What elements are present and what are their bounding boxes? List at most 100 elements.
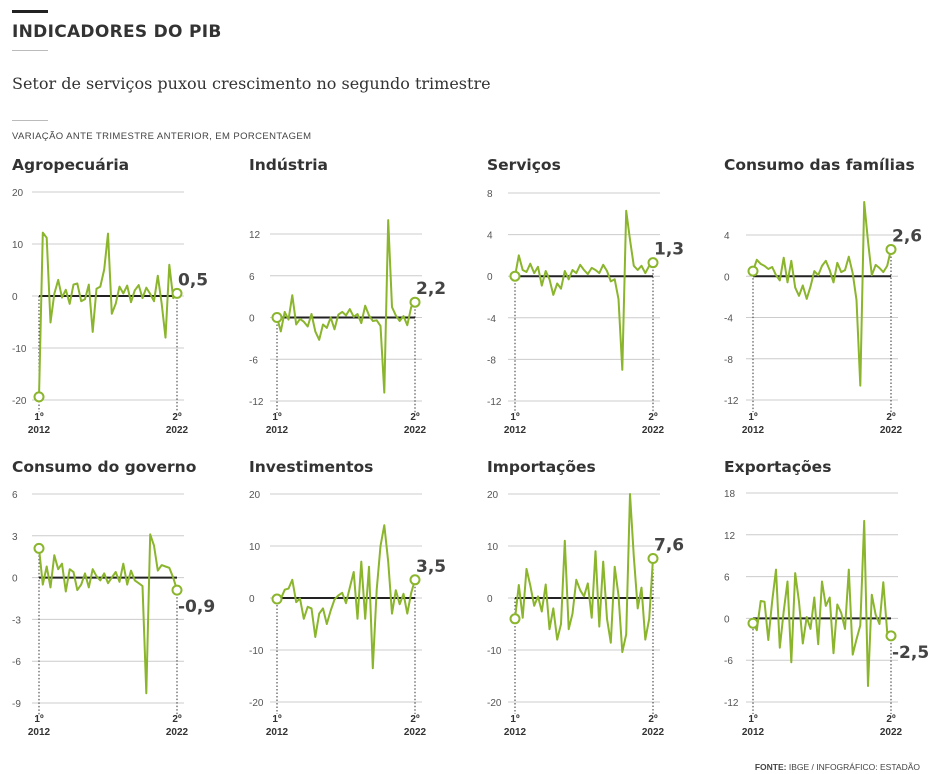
data-point [402,593,405,595]
data-point [541,284,543,287]
data-point [145,287,147,289]
x-end-label: 2º [886,714,896,725]
data-point [80,300,82,302]
data-point [368,314,370,317]
data-point [886,265,888,267]
data-point [548,628,551,630]
data-point [775,569,777,571]
data-point [118,581,121,583]
data-point [333,598,336,601]
end-point-marker [171,287,183,299]
data-point [556,282,558,285]
series-line [276,219,416,394]
last-value-label: -0,9 [178,597,215,617]
data-point [875,614,877,616]
data-point [57,279,59,281]
data-point [602,561,604,563]
data-point [111,313,113,315]
y-tick-label: 10 [249,542,261,553]
data-point [42,583,44,586]
data-point [579,589,581,591]
series-line [752,201,892,387]
data-point [529,263,531,265]
data-point [161,303,163,305]
y-tick-label: -8 [724,355,733,366]
data-point [376,319,378,321]
y-tick-label: 0 [724,614,730,625]
data-point [330,316,332,319]
x-end-year-label: 2022 [642,727,665,738]
data-point [836,603,838,606]
x-start-label: 1º [510,412,520,423]
data-point [840,612,842,614]
data-point [790,661,792,663]
data-point [756,629,758,631]
chart-panel-1: Agropecuária 20 10 0 -10 -20 0,5 1º 2012 2º 2022 [12,156,208,436]
data-point [621,369,623,371]
y-tick-label: -6 [12,657,21,668]
data-point [161,564,163,566]
data-point [69,568,71,570]
y-tick-label: 20 [487,490,499,501]
chart-title: Indústria [249,156,328,174]
data-point [345,602,347,604]
chart-title: Consumo das famílias [724,156,915,174]
data-point [341,592,343,594]
data-point [798,295,800,297]
data-point [402,315,405,317]
data-point [852,654,854,656]
data-point [598,272,600,274]
data-point [629,239,631,241]
x-start-label: 1º [748,714,758,725]
data-point [134,579,136,581]
y-tick-label: 0 [12,574,18,585]
data-point [771,600,773,602]
data-point [552,607,554,610]
y-tick-label: 12 [249,230,261,241]
data-point [859,384,861,387]
data-point [164,337,167,339]
data-point [356,313,359,315]
data-point [564,540,566,542]
data-point [164,565,167,568]
series-line [514,493,654,654]
source-text: IBGE / INFOGRÁFICO: ESTADÃO [788,762,920,772]
data-point [575,579,577,581]
data-point [575,272,577,274]
data-point [172,297,174,299]
data-point [295,323,297,326]
data-point [284,589,286,591]
data-point [92,331,94,333]
data-point [360,322,362,324]
data-point [786,580,789,583]
data-point [287,318,290,321]
data-point [153,300,155,302]
data-point [537,595,539,598]
y-tick-label: 0 [249,314,255,325]
last-value-label: 0,5 [178,270,208,290]
data-point [591,617,593,619]
data-point [545,583,547,586]
page-subtitle: Setor de serviços puxou crescimento no s… [12,74,491,93]
data-point [399,320,401,322]
data-point [42,231,44,234]
start-point-marker [271,593,283,605]
y-tick-label: 12 [724,531,736,542]
data-point [307,606,309,608]
data-point [322,323,324,326]
data-point [303,321,305,323]
data-point [863,201,865,203]
x-end-label: 2º [410,714,420,725]
y-tick-label: 0 [487,594,493,605]
data-point [107,233,109,235]
y-tick-label: 6 [249,272,255,283]
y-tick-label: 4 [487,231,493,242]
data-point [606,618,608,620]
data-point [395,314,397,317]
y-tick-label: 18 [724,489,736,500]
data-point [95,575,98,577]
data-point [640,265,643,267]
divider [12,120,48,121]
data-point [126,285,128,287]
data-point [813,270,815,272]
